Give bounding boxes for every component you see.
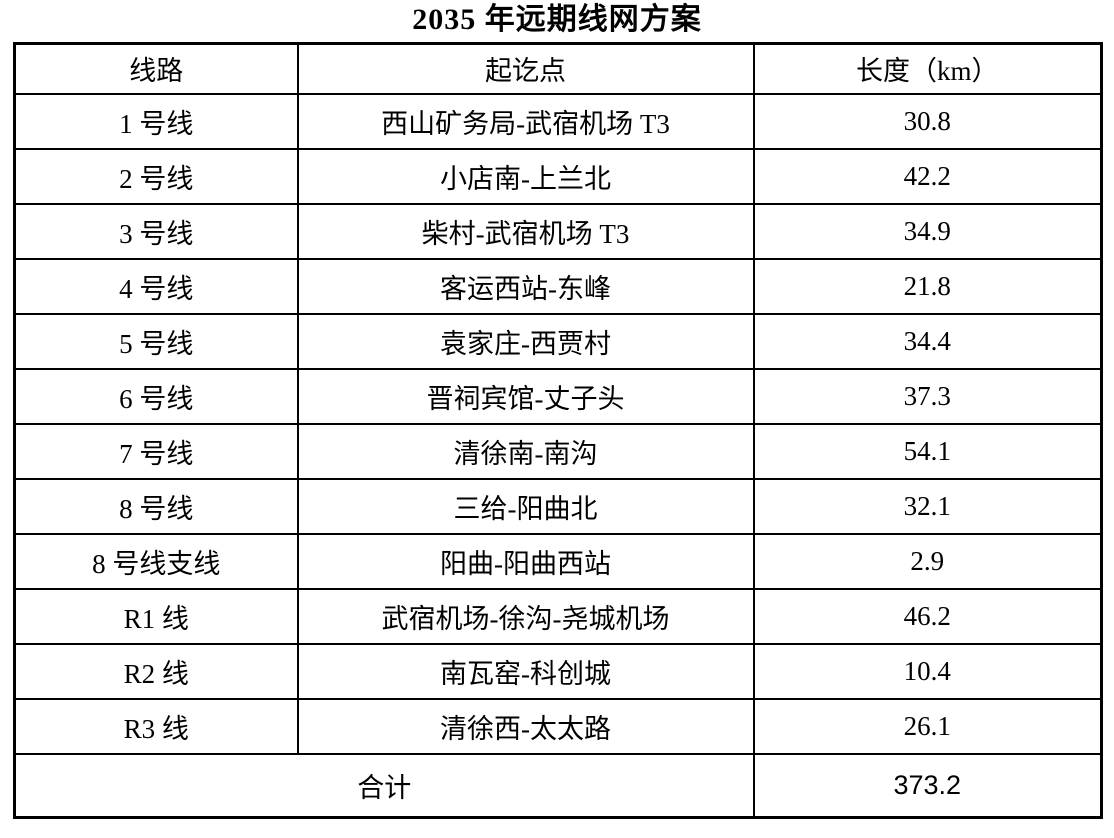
- table-row: 8 号线 三给-阳曲北 32.1: [13, 477, 1103, 535]
- length-cell: 37.3: [752, 367, 1103, 425]
- length-cell: 34.4: [752, 312, 1103, 370]
- table-row: 8 号线支线 阳曲-阳曲西站 2.9: [13, 532, 1103, 590]
- table-row: 7 号线 清徐南-南沟 54.1: [13, 422, 1103, 480]
- route-cell: 清徐西-太太路: [296, 697, 755, 755]
- line-cell: 3 号线: [13, 202, 299, 260]
- length-cell: 42.2: [752, 147, 1103, 205]
- total-value-cell: 373.2: [752, 752, 1103, 819]
- route-cell: 阳曲-阳曲西站: [296, 532, 755, 590]
- route-cell: 三给-阳曲北: [296, 477, 755, 535]
- length-cell: 54.1: [752, 422, 1103, 480]
- table-row: 2 号线 小店南-上兰北 42.2: [13, 147, 1103, 205]
- total-label-cell: 合计: [13, 752, 755, 819]
- length-cell: 30.8: [752, 92, 1103, 150]
- length-cell: 46.2: [752, 587, 1103, 645]
- table-row: 4 号线 客运西站-东峰 21.8: [13, 257, 1103, 315]
- table-header-row: 线路 起讫点 长度（km）: [13, 42, 1103, 95]
- length-cell: 32.1: [752, 477, 1103, 535]
- route-cell: 清徐南-南沟: [296, 422, 755, 480]
- table-row: 1 号线 西山矿务局-武宿机场 T3 30.8: [13, 92, 1103, 150]
- length-cell: 2.9: [752, 532, 1103, 590]
- line-cell: 4 号线: [13, 257, 299, 315]
- table-total-row: 合计 373.2: [13, 752, 1103, 819]
- line-cell: 7 号线: [13, 422, 299, 480]
- route-cell: 袁家庄-西贾村: [296, 312, 755, 370]
- line-cell: R1 线: [13, 587, 299, 645]
- length-cell: 26.1: [752, 697, 1103, 755]
- line-cell: 6 号线: [13, 367, 299, 425]
- table-row: 3 号线 柴村-武宿机场 T3 34.9: [13, 202, 1103, 260]
- route-cell: 武宿机场-徐沟-尧城机场: [296, 587, 755, 645]
- line-network-table: 线路 起讫点 长度（km） 1 号线 西山矿务局-武宿机场 T3 30.8 2 …: [13, 42, 1103, 819]
- line-cell: 8 号线支线: [13, 532, 299, 590]
- table-row: 5 号线 袁家庄-西贾村 34.4: [13, 312, 1103, 370]
- route-cell: 客运西站-东峰: [296, 257, 755, 315]
- table-row: 6 号线 晋祠宾馆-丈子头 37.3: [13, 367, 1103, 425]
- length-cell: 10.4: [752, 642, 1103, 700]
- length-cell: 21.8: [752, 257, 1103, 315]
- header-length: 长度（km）: [752, 42, 1103, 95]
- route-cell: 柴村-武宿机场 T3: [296, 202, 755, 260]
- line-cell: 8 号线: [13, 477, 299, 535]
- header-line: 线路: [13, 42, 299, 95]
- route-cell: 南瓦窑-科创城: [296, 642, 755, 700]
- route-cell: 晋祠宾馆-丈子头: [296, 367, 755, 425]
- table-row: R1 线 武宿机场-徐沟-尧城机场 46.2: [13, 587, 1103, 645]
- page-title: 2035 年远期线网方案: [412, 3, 702, 36]
- line-cell: R2 线: [13, 642, 299, 700]
- route-cell: 西山矿务局-武宿机场 T3: [296, 92, 755, 150]
- header-route: 起讫点: [296, 42, 755, 95]
- line-cell: 2 号线: [13, 147, 299, 205]
- line-cell: R3 线: [13, 697, 299, 755]
- table-row: R2 线 南瓦窑-科创城 10.4: [13, 642, 1103, 700]
- table-row: R3 线 清徐西-太太路 26.1: [13, 697, 1103, 755]
- length-cell: 34.9: [752, 202, 1103, 260]
- line-cell: 1 号线: [13, 92, 299, 150]
- route-cell: 小店南-上兰北: [296, 147, 755, 205]
- line-cell: 5 号线: [13, 312, 299, 370]
